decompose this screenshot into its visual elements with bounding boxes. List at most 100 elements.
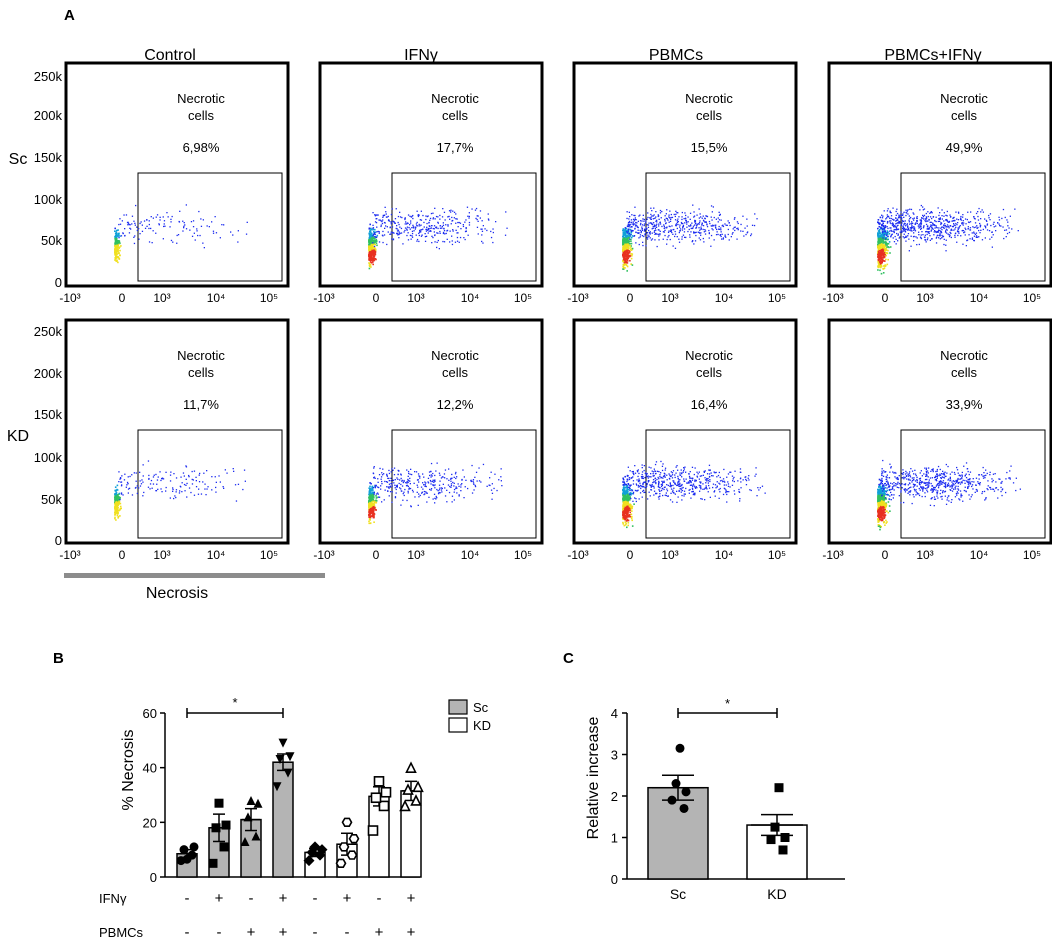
event-dot [693, 216, 695, 218]
event-dot [434, 218, 436, 220]
event-dot [700, 216, 702, 218]
event-dot [456, 218, 458, 220]
event-dot [492, 231, 494, 234]
event-dot [936, 227, 938, 229]
event-dot [639, 224, 642, 226]
event-dot [437, 490, 439, 492]
event-dot [979, 225, 982, 227]
event-dot [435, 226, 438, 228]
event-dot [152, 230, 154, 232]
event-dot [973, 216, 975, 218]
event-dot [198, 210, 200, 213]
event-dot [116, 513, 119, 515]
event-dot [205, 494, 207, 496]
event-dot [456, 492, 458, 494]
event-dot [932, 222, 934, 224]
event-dot [495, 221, 497, 223]
event-dot [622, 228, 625, 230]
event-dot [913, 227, 915, 229]
event-dot [939, 232, 941, 234]
event-dot [720, 219, 722, 221]
event-dot [974, 222, 977, 224]
event-dot [395, 208, 397, 210]
event-dot [894, 235, 896, 238]
event-dot [686, 223, 688, 225]
event-dot [647, 212, 649, 214]
event-dot [629, 499, 631, 501]
event-dot [435, 495, 437, 498]
event-dot [196, 228, 198, 230]
event-dot [884, 238, 887, 240]
event-dot [420, 219, 423, 221]
x-tick: 0 [119, 548, 126, 562]
event-dot [882, 231, 884, 233]
event-dot [920, 222, 923, 224]
event-dot [623, 508, 625, 510]
event-dot [443, 241, 446, 243]
event-dot [434, 474, 436, 477]
event-dot [447, 216, 449, 218]
event-dot [442, 483, 444, 485]
event-dot [884, 264, 887, 267]
event-dot [373, 466, 375, 468]
event-dot [699, 475, 701, 477]
event-dot [630, 517, 633, 520]
event-dot [140, 483, 143, 485]
event-dot [139, 471, 141, 473]
event-dot [410, 220, 412, 222]
event-dot [419, 475, 421, 478]
event-dot [134, 224, 136, 226]
event-dot [373, 513, 376, 515]
event-dot [635, 221, 637, 224]
event-dot [704, 229, 706, 231]
event-dot [374, 485, 376, 488]
event-dot [232, 234, 234, 236]
event-dot [479, 217, 481, 219]
event-dot [919, 225, 921, 227]
event-dot [624, 475, 626, 478]
event-dot [458, 485, 460, 487]
event-dot [625, 256, 627, 258]
event-dot [724, 234, 726, 236]
event-dots [368, 462, 503, 525]
event-dot [630, 236, 633, 239]
event-dot [380, 476, 383, 478]
event-dot [938, 214, 940, 217]
event-dot [189, 229, 191, 231]
event-dot [245, 233, 248, 235]
event-dot [745, 233, 747, 236]
event-dot [658, 482, 660, 484]
event-dot [880, 262, 883, 264]
event-dot [651, 483, 653, 486]
event-dot [919, 236, 922, 238]
event-dot [424, 483, 426, 486]
event-dot [371, 498, 373, 501]
event-dot [626, 231, 628, 233]
event-dot [903, 224, 905, 226]
event-dot [139, 480, 141, 482]
event-dot [877, 219, 880, 221]
event-dot [396, 486, 398, 488]
event-dot [370, 227, 372, 230]
event-dot [715, 234, 718, 236]
x-tick: -10³ [313, 548, 334, 562]
event-dot [435, 227, 437, 229]
event-dot [675, 223, 677, 226]
x-tick: -10³ [59, 291, 80, 305]
event-dot [373, 250, 375, 253]
event-dot [429, 479, 432, 482]
event-dot [372, 489, 374, 491]
event-dot [704, 233, 707, 235]
event-dot [650, 218, 652, 220]
event-dot [920, 227, 922, 229]
event-dot [384, 206, 386, 208]
event-dot [702, 228, 704, 231]
event-dot [434, 487, 436, 489]
event-dot [902, 230, 905, 232]
event-dot [388, 487, 390, 489]
event-dot [163, 225, 165, 228]
event-dot [647, 226, 650, 228]
event-dot [372, 507, 374, 510]
event-dot [624, 239, 627, 242]
event-dot [1002, 226, 1004, 228]
